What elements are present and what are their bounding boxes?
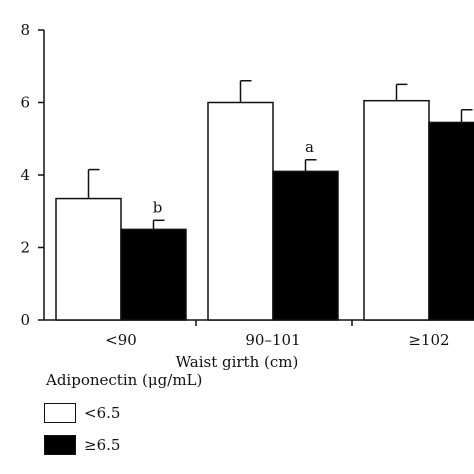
- legend-label-high: ≥6.5: [84, 436, 121, 454]
- bar: [272, 170, 339, 321]
- x-tick-label: 90–101: [245, 331, 300, 349]
- bars: [55, 80, 474, 321]
- legend-title: Adiponectin (μg/mL): [46, 371, 203, 389]
- legend-swatch-high: [44, 435, 76, 455]
- y-tick-label: 8: [20, 21, 30, 39]
- bar: [428, 121, 474, 321]
- x-tick-label: ≥102: [408, 331, 449, 349]
- y-tick-label: 6: [20, 94, 30, 112]
- significance-label: a: [305, 138, 314, 156]
- bar: [120, 228, 187, 321]
- legend-label-low: <6.5: [84, 404, 121, 422]
- legend-swatch-low: [44, 403, 76, 423]
- labels: b <90 a 90–101 ≥102: [105, 138, 449, 349]
- legend-item-low: <6.5: [44, 401, 120, 425]
- y-tick-label: 4: [20, 166, 30, 184]
- x-tick-label: <90: [105, 331, 137, 349]
- bar: [55, 197, 122, 321]
- bar: [207, 101, 274, 321]
- significance-label: b: [153, 198, 163, 216]
- legend-item-high: ≥6.5: [44, 433, 120, 457]
- y-tick-label: 0: [20, 311, 30, 329]
- x-axis-title: Waist girth (cm): [175, 353, 299, 371]
- bar: [363, 99, 430, 321]
- y-tick-label: 2: [20, 239, 30, 257]
